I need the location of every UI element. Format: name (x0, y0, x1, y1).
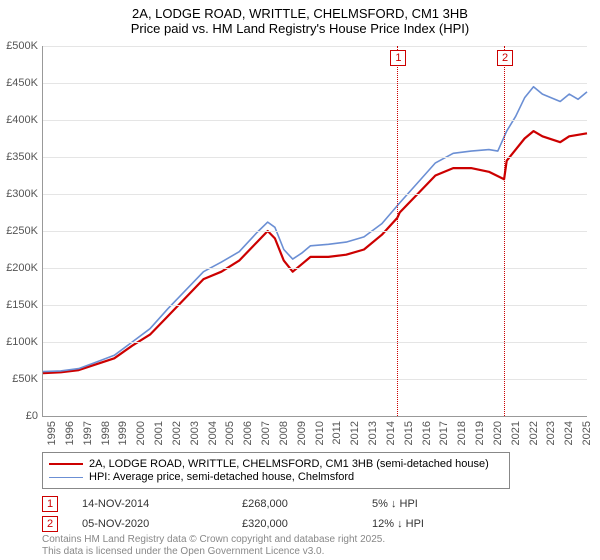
legend-label: HPI: Average price, semi-detached house,… (89, 471, 354, 483)
x-axis-label: 2022 (528, 421, 540, 445)
gridline (43, 120, 587, 121)
transaction-badge: 2 (42, 516, 58, 532)
gridline (43, 231, 587, 232)
footer-note: Contains HM Land Registry data © Crown c… (42, 534, 385, 558)
x-axis-label: 2025 (581, 421, 593, 445)
footer-line2: This data is licensed under the Open Gov… (42, 546, 385, 558)
x-axis-label: 1998 (100, 421, 112, 445)
marker-badge: 2 (497, 50, 513, 66)
title-address: 2A, LODGE ROAD, WRITTLE, CHELMSFORD, CM1… (0, 6, 600, 21)
marker-line (504, 46, 505, 416)
chart-plot-area: 12 (42, 46, 587, 417)
y-axis-label: £350K (0, 151, 38, 163)
x-axis-label: 2006 (242, 421, 254, 445)
x-axis-label: 2024 (563, 421, 575, 445)
y-axis-label: £400K (0, 114, 38, 126)
transaction-price: £268,000 (242, 498, 372, 510)
y-axis-label: £100K (0, 336, 38, 348)
transaction-date: 05-NOV-2020 (82, 518, 242, 530)
gridline (43, 379, 587, 380)
legend-row: HPI: Average price, semi-detached house,… (49, 471, 503, 483)
y-axis-label: £150K (0, 299, 38, 311)
x-axis-label: 2009 (296, 421, 308, 445)
marker-badge: 1 (390, 50, 406, 66)
x-axis-label: 1996 (64, 421, 76, 445)
x-axis-label: 2002 (171, 421, 183, 445)
x-axis-label: 2015 (403, 421, 415, 445)
y-axis-label: £0 (0, 410, 38, 422)
title-block: 2A, LODGE ROAD, WRITTLE, CHELMSFORD, CM1… (0, 0, 600, 40)
x-axis-label: 2004 (207, 421, 219, 445)
gridline (43, 268, 587, 269)
x-axis-label: 2008 (278, 421, 290, 445)
x-axis-label: 2014 (385, 421, 397, 445)
y-axis-label: £250K (0, 225, 38, 237)
legend-swatch (49, 477, 83, 478)
series-line-price_paid (43, 131, 587, 373)
y-axis-label: £300K (0, 188, 38, 200)
x-axis-label: 2007 (260, 421, 272, 445)
transaction-diff: 12% ↓ HPI (372, 518, 492, 530)
x-axis-label: 2001 (153, 421, 165, 445)
x-axis-label: 2011 (331, 421, 343, 445)
gridline (43, 342, 587, 343)
title-subtitle: Price paid vs. HM Land Registry's House … (0, 21, 600, 36)
marker-line (397, 46, 398, 416)
y-axis-label: £50K (0, 373, 38, 385)
gridline (43, 46, 587, 47)
x-axis-label: 1995 (46, 421, 58, 445)
series-line-hpi (43, 87, 587, 372)
y-axis-label: £450K (0, 77, 38, 89)
x-axis-label: 2018 (456, 421, 468, 445)
transactions-table: 1 14-NOV-2014£268,0005% ↓ HPI 2 05-NOV-2020… (42, 494, 492, 534)
transaction-badge: 1 (42, 496, 58, 512)
x-axis-label: 2019 (474, 421, 486, 445)
x-axis-label: 2005 (224, 421, 236, 445)
x-axis-label: 1997 (82, 421, 94, 445)
gridline (43, 305, 587, 306)
transaction-row: 2 05-NOV-2020£320,00012% ↓ HPI (42, 514, 492, 534)
legend-box: 2A, LODGE ROAD, WRITTLE, CHELMSFORD, CM1… (42, 452, 510, 489)
transaction-date: 14-NOV-2014 (82, 498, 242, 510)
x-axis-label: 2013 (367, 421, 379, 445)
x-axis-label: 1999 (117, 421, 129, 445)
gridline (43, 194, 587, 195)
x-axis-label: 2017 (438, 421, 450, 445)
legend-row: 2A, LODGE ROAD, WRITTLE, CHELMSFORD, CM1… (49, 458, 503, 470)
y-axis-label: £500K (0, 40, 38, 52)
x-axis-label: 2003 (189, 421, 201, 445)
legend-label: 2A, LODGE ROAD, WRITTLE, CHELMSFORD, CM1… (89, 458, 489, 470)
x-axis-label: 2020 (492, 421, 504, 445)
x-axis-label: 2000 (135, 421, 147, 445)
y-axis-label: £200K (0, 262, 38, 274)
transaction-diff: 5% ↓ HPI (372, 498, 492, 510)
gridline (43, 83, 587, 84)
transaction-row: 1 14-NOV-2014£268,0005% ↓ HPI (42, 494, 492, 514)
x-axis-label: 2016 (421, 421, 433, 445)
x-axis-label: 2021 (510, 421, 522, 445)
gridline (43, 157, 587, 158)
legend-swatch (49, 463, 83, 465)
chart-container: 2A, LODGE ROAD, WRITTLE, CHELMSFORD, CM1… (0, 0, 600, 560)
x-axis-label: 2010 (314, 421, 326, 445)
footer-line1: Contains HM Land Registry data © Crown c… (42, 534, 385, 546)
x-axis-label: 2023 (545, 421, 557, 445)
x-axis-label: 2012 (349, 421, 361, 445)
transaction-price: £320,000 (242, 518, 372, 530)
